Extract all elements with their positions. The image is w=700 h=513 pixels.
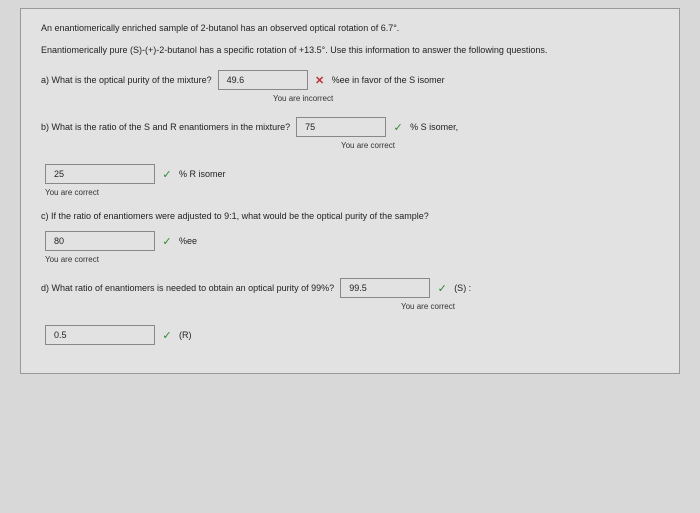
question-d-text: d) What ratio of enantiomers is needed t… bbox=[41, 283, 334, 293]
answer-d-r-input[interactable]: 0.5 bbox=[45, 325, 155, 345]
feedback-c: You are correct bbox=[45, 255, 659, 264]
intro-line-2: Enantiomerically pure (S)-(+)-2-butanol … bbox=[41, 45, 659, 57]
answer-b-r-input[interactable]: 25 bbox=[45, 164, 155, 184]
question-d: d) What ratio of enantiomers is needed t… bbox=[41, 278, 659, 345]
answer-b-s-input[interactable]: 75 bbox=[296, 117, 386, 137]
answer-a-input[interactable]: 49.6 bbox=[218, 70, 308, 90]
question-a-text: a) What is the optical purity of the mix… bbox=[41, 75, 212, 85]
check-icon: ✓ bbox=[161, 168, 173, 181]
x-icon: ✕ bbox=[314, 74, 326, 87]
intro-block: An enantiomerically enriched sample of 2… bbox=[41, 23, 659, 56]
answer-c-unit: %ee bbox=[179, 236, 197, 246]
answer-b-s-unit: % S isomer, bbox=[410, 122, 458, 132]
intro-line-1: An enantiomerically enriched sample of 2… bbox=[41, 23, 659, 35]
feedback-d-s: You are correct bbox=[401, 302, 659, 311]
answer-d-r-unit: (R) bbox=[179, 330, 192, 340]
check-icon: ✓ bbox=[392, 121, 404, 134]
feedback-a: You are incorrect bbox=[273, 94, 659, 103]
question-b: b) What is the ratio of the S and R enan… bbox=[41, 117, 659, 197]
feedback-b-r: You are correct bbox=[45, 188, 659, 197]
answer-d-s-input[interactable]: 99.5 bbox=[340, 278, 430, 298]
check-icon: ✓ bbox=[161, 235, 173, 248]
answer-c-input[interactable]: 80 bbox=[45, 231, 155, 251]
question-c-text: c) If the ratio of enantiomers were adju… bbox=[41, 211, 429, 221]
answer-b-r-unit: % R isomer bbox=[179, 169, 226, 179]
answer-d-s-unit: (S) : bbox=[454, 283, 471, 293]
answer-a-unit: %ee in favor of the S isomer bbox=[332, 75, 445, 85]
question-b-text: b) What is the ratio of the S and R enan… bbox=[41, 122, 290, 132]
question-a: a) What is the optical purity of the mix… bbox=[41, 70, 659, 103]
check-icon: ✓ bbox=[161, 329, 173, 342]
feedback-b-s: You are correct bbox=[341, 141, 659, 150]
check-icon: ✓ bbox=[436, 282, 448, 295]
worksheet-page: An enantiomerically enriched sample of 2… bbox=[20, 8, 680, 374]
question-c: c) If the ratio of enantiomers were adju… bbox=[41, 211, 659, 264]
